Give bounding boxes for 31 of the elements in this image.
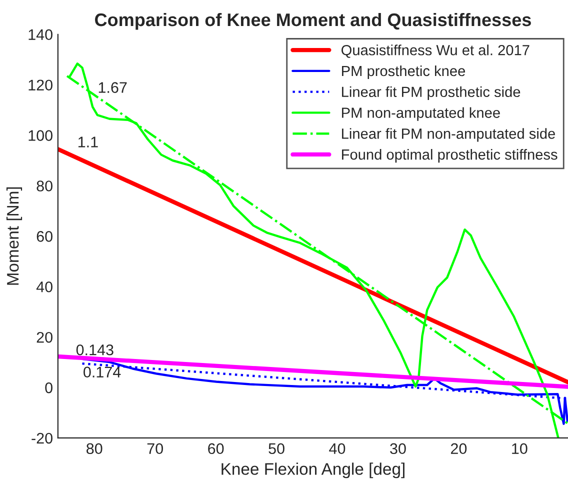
annotation: 1.1: [78, 136, 98, 148]
y-tick-label: 80: [36, 180, 52, 192]
x-tick-label: 10: [512, 443, 528, 454]
legend-label: Linear fit PM prosthetic side: [342, 86, 520, 100]
y-tick-label: 140: [28, 29, 52, 40]
y-tick-label: -20: [32, 432, 52, 444]
annotation: 0.143: [76, 344, 114, 356]
line-series: [82, 358, 568, 425]
x-tick-label: 50: [268, 443, 284, 454]
legend-label: Found optimal prosthetic stiffness: [342, 149, 558, 163]
y-tick-label: 20: [36, 332, 52, 343]
x-tick-label: 60: [208, 443, 224, 454]
x-tick-label: 40: [329, 443, 346, 454]
x-tick-label: 30: [390, 443, 406, 454]
x-tick-label: 70: [147, 443, 163, 454]
y-tick-label: 40: [36, 281, 52, 292]
y-tick-label: 120: [28, 80, 52, 91]
legend-label: Quasistiffness Wu et al. 2017: [342, 44, 530, 58]
x-axis-title: Knee Flexion Angle [deg]: [222, 462, 404, 478]
legend-label: PM prosthetic knee: [342, 65, 466, 80]
y-axis-title: Moment [Nm]: [6, 187, 22, 285]
chart-title: Comparison of Knee Moment and Quasistiffnesses: [95, 12, 531, 30]
annotation: 0.174: [84, 366, 121, 378]
legend-label: Linear fit PM non-amputated side: [342, 128, 555, 142]
y-tick-label: 100: [28, 130, 52, 141]
x-tick-label: 20: [450, 443, 467, 454]
y-tick-label: 60: [36, 231, 52, 242]
annotation: 1.67: [98, 82, 127, 93]
y-tick-label: 0: [45, 382, 52, 394]
x-tick-label: 80: [86, 443, 102, 454]
legend-label: PM non-amputated knee: [342, 107, 500, 121]
